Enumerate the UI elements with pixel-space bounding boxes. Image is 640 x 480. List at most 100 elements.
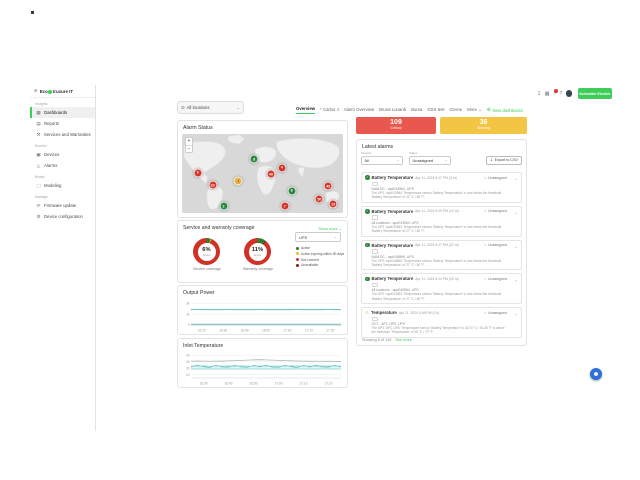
svg-text:16:50: 16:50	[250, 382, 258, 386]
see-more-link[interactable]: See more	[395, 338, 412, 342]
warning-count: 36	[479, 118, 488, 126]
tab--carlos-j[interactable]: * Carlos J	[320, 106, 339, 112]
alarm-filters: Severity All ⌄ Status Unassigned ⌄ ↧ Exp…	[361, 151, 522, 165]
alarm-list-item[interactable]: ⚠ Temperature Apr 11, 2024 4:48 PM (2 h) ○ U…	[361, 307, 522, 339]
sidebar-item-reports[interactable]: ▤ Reports	[30, 118, 95, 129]
alarm-device: NAM DC - apcE48865, UPS	[371, 254, 414, 259]
user-avatar[interactable]	[565, 90, 573, 97]
sidebar-section-label: Insights	[35, 102, 48, 106]
alarm-assignee-chip[interactable]: ○ Unassigned	[484, 311, 507, 315]
map-marker-normal[interactable]: 8	[287, 186, 297, 196]
tab-bruna-lunardi[interactable]: Bruna Lunardi	[379, 106, 407, 112]
map-zoom-in-button[interactable]: +	[187, 138, 191, 144]
world-map[interactable]: + − 8 4 40 6 23! 8 43 50 13 2 7	[182, 134, 343, 213]
map-marker-critical[interactable]: 6	[193, 168, 203, 178]
alarms-showing-count: Showing 5 of 145	[362, 338, 392, 342]
severity-filter: Severity All ⌄	[361, 151, 403, 165]
warning-label: Warning	[476, 126, 491, 130]
severity-filter-value: All	[364, 157, 369, 163]
location-tag-chip	[371, 249, 378, 254]
alarm-list-item[interactable]: ✓ Battery Temperature Apr 11, 2024 6:14 PM…	[361, 273, 522, 305]
expand-chevron-icon[interactable]: ⌄	[514, 176, 518, 181]
tab-bursa[interactable]: Bursa	[411, 106, 423, 112]
sidebar-item-devices[interactable]: ▣ Devices	[30, 149, 95, 160]
export-csv-button[interactable]: ↧ Export to CSV	[486, 155, 522, 165]
svg-text:20: 20	[186, 366, 190, 370]
alarm-assignee-chip[interactable]: ○ Unassigned	[484, 176, 507, 180]
location-filter-select[interactable]: ⊙ All locations ⌄	[177, 101, 244, 114]
map-marker-critical[interactable]: 50	[314, 194, 324, 204]
ok-status-icon: ✓	[365, 175, 370, 180]
show-more-link[interactable]: Show more ⌄	[318, 227, 342, 231]
severity-filter-label: Severity	[361, 151, 372, 155]
alarm-list-item[interactable]: ✓ Battery Temperature Apr 11, 2024 6:17 PM…	[361, 239, 522, 271]
chat-fab-button[interactable]	[590, 368, 602, 380]
svg-text:17:20: 17:20	[326, 329, 334, 333]
alarm-list-item[interactable]: ✓ Battery Temperature Apr 11, 2024 6:15 PM…	[361, 205, 522, 237]
tab-overview[interactable]: Overview	[296, 106, 316, 114]
map-marker-critical[interactable]: 43	[323, 181, 333, 191]
map-zoom-out-button[interactable]: −	[186, 144, 192, 152]
person-icon: ○	[484, 276, 487, 281]
expand-chevron-icon[interactable]: ⌄	[514, 277, 518, 283]
sidebar-item-device-configuration[interactable]: ⚙ Device configuration	[30, 211, 95, 222]
coverage-device-type-select[interactable]: UPS ⌄	[295, 232, 341, 242]
alarm-status-text: Unassigned	[488, 175, 507, 180]
apps-grid-icon[interactable]: ▦	[544, 90, 550, 97]
sidebar-item-dashboards[interactable]: ▦ Dashboards	[30, 107, 95, 118]
person-icon: ○	[484, 175, 487, 180]
sidebar-item-modeling[interactable]: ⬚ Modeling	[30, 180, 95, 191]
svg-text:2k: 2k	[186, 301, 190, 305]
alarm-list: ✓ Battery Temperature Apr 11, 2024 6:17 PM…	[361, 172, 522, 341]
header-icons: ↧ ▦ ◔ ? Schneider Electric	[537, 88, 612, 99]
alarm-timestamp: Apr 11, 2024 6:17 PM (22 m)	[415, 243, 459, 248]
map-marker-critical[interactable]: 13	[328, 199, 338, 209]
sidebar-item-alarms[interactable]: △ Alarms	[30, 160, 95, 171]
status-filter-label: Status	[409, 151, 418, 155]
status-filter-value: Unassigned	[412, 157, 434, 163]
map-zoom-control: + −	[185, 137, 193, 153]
alarm-assignee-chip[interactable]: ○ Unassigned	[484, 243, 507, 247]
svg-text:16:40: 16:40	[225, 382, 233, 386]
severity-filter-select[interactable]: All ⌄	[361, 155, 403, 165]
map-marker-critical[interactable]: 23	[208, 180, 218, 190]
sidebar-item-firmware-update[interactable]: ⟳ Firmware update	[30, 200, 95, 211]
coverage-legend: Active Active expiring within 90 days Not …	[296, 246, 344, 269]
map-marker-critical[interactable]: 40	[266, 169, 276, 179]
alarm-device: All locations - apcE43964, UPS	[371, 220, 419, 225]
legend-label: Active expiring within 90 days	[301, 251, 345, 256]
download-icon[interactable]: ↧	[537, 90, 542, 97]
svg-text:16:20: 16:20	[198, 329, 206, 333]
map-marker-warning[interactable]: !	[233, 176, 243, 186]
svg-text:17:20: 17:20	[325, 382, 333, 386]
tab-gsx-test[interactable]: GSX test	[427, 106, 445, 112]
alarm-list-item[interactable]: ✓ Battery Temperature Apr 11, 2024 6:17 PM…	[361, 172, 522, 203]
sidebar-item-services-and-warranties[interactable]: ⚒ Services and Warranties	[30, 129, 95, 140]
notifications-bell-icon[interactable]: ◔	[552, 89, 558, 97]
alarm-status-card: Alarm Status + − 8 4	[177, 120, 348, 218]
alarm-assignee-chip[interactable]: ○ Unassigned	[484, 277, 507, 281]
new-dashboard-button[interactable]: ⊕ New dashboard	[487, 107, 523, 113]
devices-icon: ▣	[36, 151, 41, 157]
tab-ozone[interactable]: Ozone	[449, 106, 463, 112]
expand-chevron-icon[interactable]: ⌄	[514, 311, 518, 317]
donut-percent: 11%	[251, 246, 264, 253]
map-marker-normal[interactable]: 8	[249, 154, 259, 164]
critical-alarms-banner[interactable]: 109 Critical	[356, 117, 436, 134]
alarm-assignee-chip[interactable]: ○ Unassigned	[484, 209, 507, 213]
donut-sublabel: Active	[202, 252, 211, 257]
tab-alarm-overview[interactable]: Alarm Overview	[343, 106, 375, 112]
expand-chevron-icon[interactable]: ⌄	[514, 243, 518, 249]
donut-label: Warranty coverage	[242, 267, 274, 271]
alarm-item-header: ✓ Battery Temperature Apr 11, 2024 6:14 PM…	[365, 276, 507, 281]
map-marker-critical[interactable]: 4	[277, 163, 287, 173]
warning-alarms-banner[interactable]: 36 Warning	[440, 117, 527, 134]
status-filter-select[interactable]: Unassigned ⌄	[409, 155, 451, 165]
tabs-more-menu[interactable]: More ⌄	[467, 107, 482, 112]
expand-chevron-icon[interactable]: ⌄	[514, 209, 518, 215]
hamburger-menu-icon[interactable]: ≡	[34, 88, 38, 94]
help-icon[interactable]: ?	[559, 90, 563, 97]
map-marker-critical[interactable]: 7	[280, 201, 290, 211]
map-marker-normal[interactable]: 2	[219, 201, 229, 211]
